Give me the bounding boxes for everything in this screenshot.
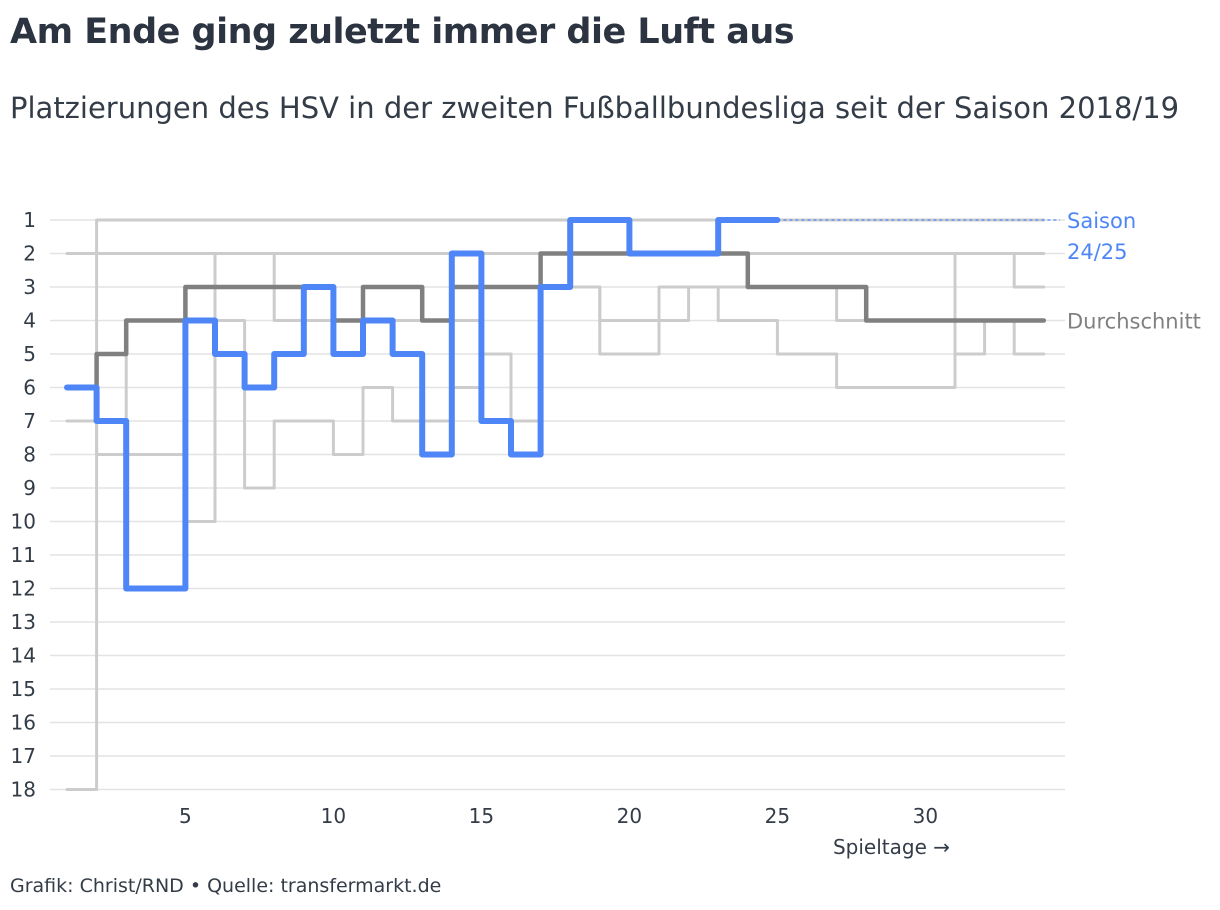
y-tick-label: 17 <box>11 744 36 768</box>
x-tick-label: 15 <box>469 804 494 828</box>
x-tick-label: 10 <box>321 804 346 828</box>
y-tick-label: 10 <box>11 510 36 534</box>
annotation-label: Durchschnitt <box>1067 310 1201 334</box>
y-tick-label: 15 <box>11 677 36 701</box>
y-tick-label: 5 <box>23 342 36 366</box>
series-line-saison-2019-20 <box>65 252 1046 523</box>
series-line-durchschnitt <box>64 251 1047 390</box>
y-tick-label: 13 <box>11 610 36 634</box>
y-tick-label: 16 <box>11 711 36 735</box>
series-line-saison-24-25 <box>64 217 781 592</box>
source-credit: Grafik: Christ/RND • Quelle: transfermar… <box>10 875 442 897</box>
y-tick-label: 11 <box>11 543 36 567</box>
annotations: Saison 24/25 Durchschnitt <box>1067 209 1201 334</box>
y-tick-label: 1 <box>23 208 36 232</box>
x-tick-label: 25 <box>765 804 790 828</box>
x-axis-label: Spieltage → <box>833 835 950 859</box>
chart-subtitle: Platzierungen des HSV in der zweiten Fuß… <box>10 91 1180 125</box>
y-tick-label: 4 <box>23 309 36 333</box>
x-tick-label: 5 <box>179 804 192 828</box>
y-tick-label: 3 <box>23 275 36 299</box>
x-tick-label: 20 <box>617 804 642 828</box>
annotation-label: Saison <box>1067 209 1136 233</box>
y-tick-label: 14 <box>11 644 36 668</box>
y-tick-label: 9 <box>23 476 36 500</box>
y-tick-label: 6 <box>23 376 36 400</box>
y-tick-label: 12 <box>11 577 36 601</box>
annotation-label: 24/25 <box>1067 240 1128 264</box>
grid-lines <box>50 219 1065 791</box>
series-lines <box>64 217 1060 791</box>
chart-title: Am Ende ging zuletzt immer die Luft aus <box>10 12 795 52</box>
x-tick-label: 30 <box>913 804 938 828</box>
y-tick-label: 7 <box>23 409 36 433</box>
x-axis-ticks: 5 10 15 20 25 30 Spieltage → <box>179 804 950 859</box>
y-tick-label: 2 <box>23 242 36 266</box>
y-tick-label: 18 <box>11 778 36 802</box>
y-tick-label: 8 <box>23 443 36 467</box>
